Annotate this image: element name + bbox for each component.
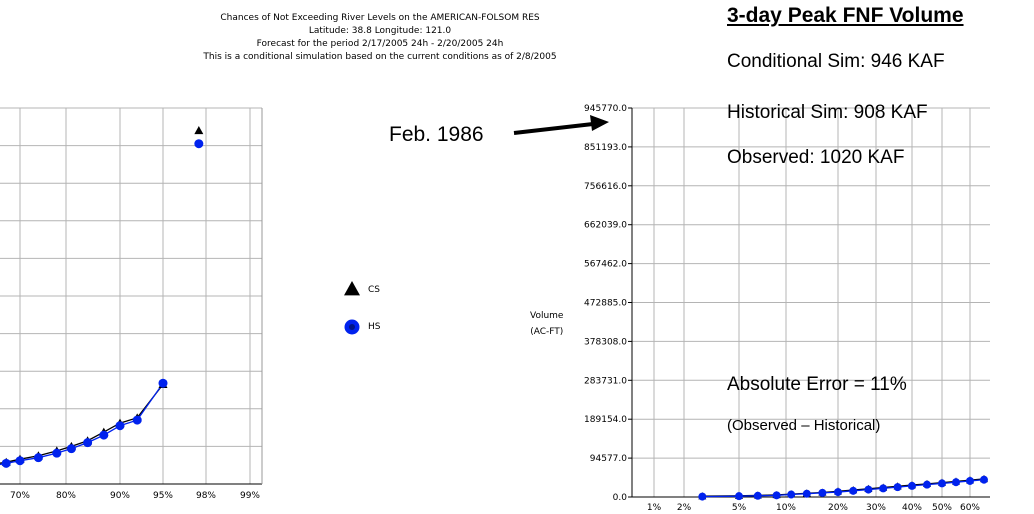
- left-hs-point: [158, 378, 168, 388]
- right-hs-point: [753, 491, 762, 500]
- right-hs-point: [735, 492, 743, 501]
- right-chart: 0.0 94577.0 189154.0 283731.0 378308.0 472885…: [584, 104, 990, 513]
- right-x-tick-label: 50%: [932, 503, 952, 513]
- left-x-tick-label: 95%: [153, 491, 173, 501]
- right-hs-point: [772, 491, 781, 500]
- right-hs-point: [834, 488, 842, 497]
- right-y-tick-label: 472885.0: [584, 299, 627, 309]
- left-x-tick-label: 80%: [56, 491, 76, 501]
- callout-abs-error-note: (Observed – Historical): [727, 417, 881, 434]
- left-hs-point: [83, 438, 93, 448]
- right-x-tick-label: 2%: [677, 503, 692, 513]
- left-hs-point: [33, 453, 43, 463]
- callout-conditional: Conditional Sim: 946 KAF: [727, 51, 945, 72]
- right-x-tick-label: 10%: [776, 503, 796, 513]
- feb-annotation: Feb. 1986: [389, 123, 484, 146]
- legend-cs-label: CS: [368, 285, 380, 295]
- callout-abs-error: Absolute Error = 11%: [727, 374, 907, 395]
- right-hs-point: [879, 484, 888, 493]
- right-y-tick-label: 94577.0: [590, 454, 627, 464]
- right-x-tick-label: 60%: [960, 503, 980, 513]
- right-y-tick-label: 756616.0: [584, 182, 627, 192]
- left-chart: 70% 80% 90% 95% 98% 99%: [0, 107, 263, 501]
- right-hs-point: [938, 479, 946, 488]
- y-axis-label-line2: (AC-FT): [530, 327, 564, 337]
- right-hs-point: [849, 486, 858, 495]
- right-hs-point: [952, 478, 960, 487]
- callout-observed: Observed: 1020 KAF: [727, 147, 905, 168]
- right-hs-point: [698, 492, 707, 501]
- right-x-tick-label: 30%: [866, 503, 886, 513]
- left-hs-point: [52, 448, 62, 458]
- right-hs-point: [893, 483, 902, 492]
- right-hs-point: [966, 476, 974, 485]
- left-x-tick-label: 90%: [110, 491, 130, 501]
- right-y-tick-label: 189154.0: [584, 415, 627, 425]
- right-x-tick-label: 40%: [902, 503, 922, 513]
- callout-title: 3-day Peak FNF Volume: [727, 4, 964, 27]
- right-y-tick-label: 283731.0: [584, 376, 627, 386]
- left-hs-point: [66, 444, 76, 454]
- right-x-tick-label: 5%: [732, 503, 747, 513]
- right-hs-point: [802, 489, 811, 498]
- header-location: Latitude: 38.8 Longitude: 121.0: [308, 26, 452, 36]
- left-cs-curve: [0, 383, 164, 464]
- left-x-tick-label: 98%: [196, 491, 216, 501]
- header-period: Forecast for the period 2/17/2005 24h - …: [256, 39, 504, 49]
- right-hs-point: [818, 488, 827, 497]
- left-cs-point: [194, 126, 204, 135]
- right-x-tick-label: 20%: [828, 503, 848, 513]
- right-y-tick-label: 378308.0: [584, 337, 627, 347]
- left-x-tick-label: 99%: [240, 491, 260, 501]
- legend-hs-marker-center: [349, 324, 355, 330]
- feb-arrow-head: [590, 115, 609, 131]
- right-y-tick-label: 851193.0: [584, 143, 627, 153]
- left-hs-point: [115, 421, 125, 431]
- right-y-tick-label: 0.0: [613, 493, 628, 503]
- left-hs-point: [15, 456, 25, 466]
- right-hs-point: [980, 475, 988, 484]
- left-hs-point: [1, 458, 11, 468]
- right-y-tick-label: 567462.0: [584, 260, 627, 270]
- header-title: Chances of Not Exceeding River Levels on…: [220, 13, 540, 23]
- left-hs-point: [132, 415, 142, 425]
- callout-historical: Historical Sim: 908 KAF: [727, 102, 928, 123]
- legend-cs-marker: [344, 281, 360, 296]
- right-y-tick-label: 662039.0: [584, 221, 627, 231]
- y-axis-label-line1: Volume: [530, 311, 564, 321]
- right-hs-point: [787, 490, 796, 499]
- right-hs-point: [923, 480, 931, 489]
- left-hs-point: [99, 430, 109, 440]
- right-hs-point: [864, 485, 873, 494]
- header-note: This is a conditional simulation based o…: [203, 52, 557, 62]
- right-x-tick-label: 1%: [647, 503, 662, 513]
- left-hs-curve: [0, 382, 164, 466]
- feb-arrow-shaft: [513, 122, 594, 135]
- left-hs-point: [194, 139, 204, 149]
- legend-hs-label: HS: [368, 322, 381, 332]
- left-x-tick-label: 70%: [10, 491, 30, 501]
- y-axis-label: Volume (AC-FT): [530, 308, 563, 340]
- right-y-tick-label: 945770.0: [584, 104, 627, 114]
- right-hs-point: [908, 481, 916, 490]
- chart-header: Chances of Not Exceeding River Levels on…: [150, 12, 610, 64]
